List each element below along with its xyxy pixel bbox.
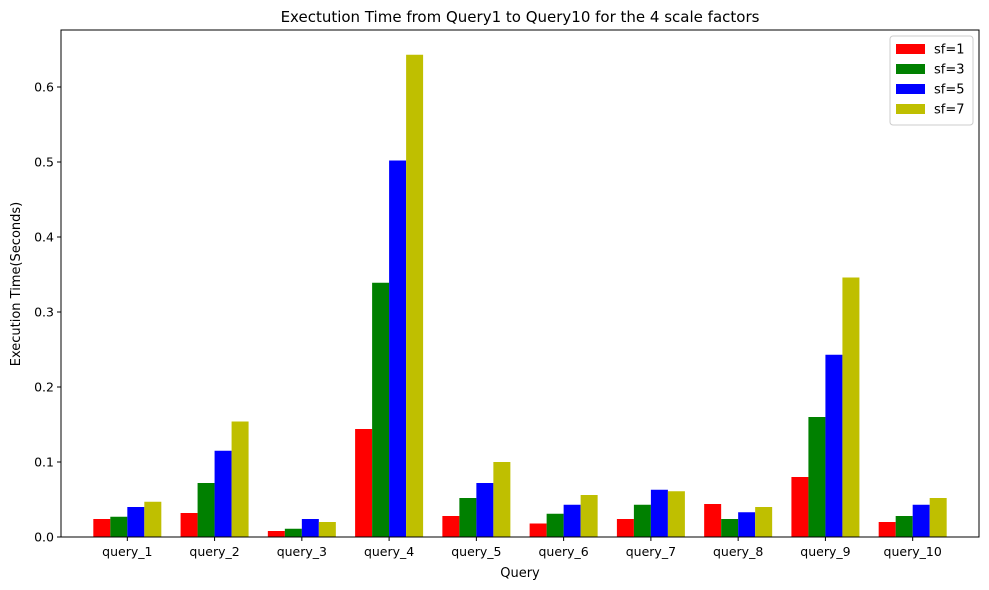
- legend-swatch: [896, 44, 925, 54]
- bar-sf3-query_1: [110, 516, 128, 537]
- bar-sf3-query_4: [372, 282, 390, 537]
- y-tick-label: 0.0: [34, 530, 54, 545]
- legend-swatch: [896, 84, 925, 94]
- bar-sf3-query_6: [546, 513, 564, 537]
- legend: sf=1 sf=3 sf=5 sf=7: [889, 35, 974, 126]
- legend-box: [889, 35, 974, 126]
- x-tick-label: query_4: [364, 544, 414, 559]
- bar-sf7-query_3: [318, 522, 336, 537]
- bar-sf3-query_8: [721, 519, 739, 537]
- y-tick-label: 0.3: [34, 305, 54, 320]
- bar-sf7-query_7: [667, 491, 685, 537]
- bar-sf1-query_4: [355, 429, 373, 537]
- bar-sf5-query_4: [389, 160, 407, 537]
- bar-sf3-query_2: [197, 483, 215, 537]
- bar-sf1-query_5: [442, 516, 460, 537]
- legend-swatch: [896, 64, 925, 74]
- bar-sf1-query_10: [878, 522, 896, 537]
- y-tick-label: 0.6: [34, 80, 54, 95]
- bar-sf5-query_6: [563, 504, 581, 537]
- x-tick-label: query_5: [451, 544, 501, 559]
- x-tick-label: query_6: [538, 544, 588, 559]
- bar-sf5-query_10: [912, 504, 930, 537]
- bar-sf1-query_3: [267, 531, 285, 537]
- bar-sf3-query_3: [284, 528, 302, 537]
- plot-frame: [60, 29, 980, 538]
- x-tick-label: query_3: [277, 544, 327, 559]
- bar-sf7-query_8: [755, 507, 773, 537]
- y-tick-label: 0.2: [34, 380, 54, 395]
- y-tick-label: 0.4: [34, 230, 54, 245]
- chart-title: Exectution Time from Query1 to Query10 f…: [281, 8, 760, 26]
- y-tick-label: 0.5: [34, 155, 54, 170]
- x-tick-label: query_2: [189, 544, 239, 559]
- bar-sf1-query_6: [529, 523, 547, 537]
- bar-sf5-query_1: [127, 507, 145, 537]
- bar-sf7-query_2: [231, 421, 249, 537]
- x-tick-label: query_7: [626, 544, 676, 559]
- x-tick-label: query_9: [800, 544, 850, 559]
- bar-sf5-query_3: [301, 519, 319, 537]
- bar-sf7-query_6: [580, 495, 598, 537]
- bar-sf5-query_2: [214, 450, 232, 537]
- bar-sf7-query_10: [929, 498, 947, 537]
- bar-sf5-query_7: [650, 489, 668, 537]
- bar-sf3-query_5: [459, 498, 477, 537]
- bar-sf3-query_9: [808, 417, 826, 537]
- bar-sf1-query_9: [791, 477, 809, 537]
- bar-sf1-query_2: [180, 513, 198, 537]
- legend-swatch: [896, 104, 925, 114]
- legend-label: sf=1: [934, 43, 965, 58]
- bar-sf5-query_8: [738, 512, 756, 537]
- bar-sf3-query_10: [895, 516, 913, 537]
- bars-layer: [93, 54, 947, 537]
- x-tick-label: query_8: [713, 544, 763, 559]
- bar-sf7-query_4: [406, 54, 424, 537]
- bar-sf7-query_9: [842, 277, 860, 537]
- x-axis-label: Query: [500, 566, 540, 581]
- bar-sf1-query_7: [616, 519, 634, 537]
- x-tick-label: query_10: [884, 544, 942, 559]
- bar-sf1-query_8: [704, 504, 722, 537]
- bar-sf7-query_5: [493, 462, 511, 537]
- legend-label: sf=7: [934, 103, 965, 118]
- bar-sf3-query_7: [633, 504, 651, 537]
- y-tick-label: 0.1: [34, 455, 54, 470]
- bar-sf7-query_1: [144, 501, 162, 537]
- y-axis: 0.0 0.1 0.2 0.3 0.4 0.5 0.6: [34, 80, 61, 545]
- bar-sf5-query_9: [825, 354, 843, 537]
- x-tick-label: query_1: [102, 544, 152, 559]
- legend-label: sf=3: [934, 63, 965, 78]
- x-axis: query_1 query_2 query_3 query_4 query_5 query…: [102, 537, 942, 559]
- legend-label: sf=5: [934, 83, 965, 98]
- bar-sf1-query_1: [93, 519, 111, 537]
- bar-sf5-query_5: [476, 483, 494, 537]
- y-axis-label: Execution Time(Seconds): [9, 202, 24, 367]
